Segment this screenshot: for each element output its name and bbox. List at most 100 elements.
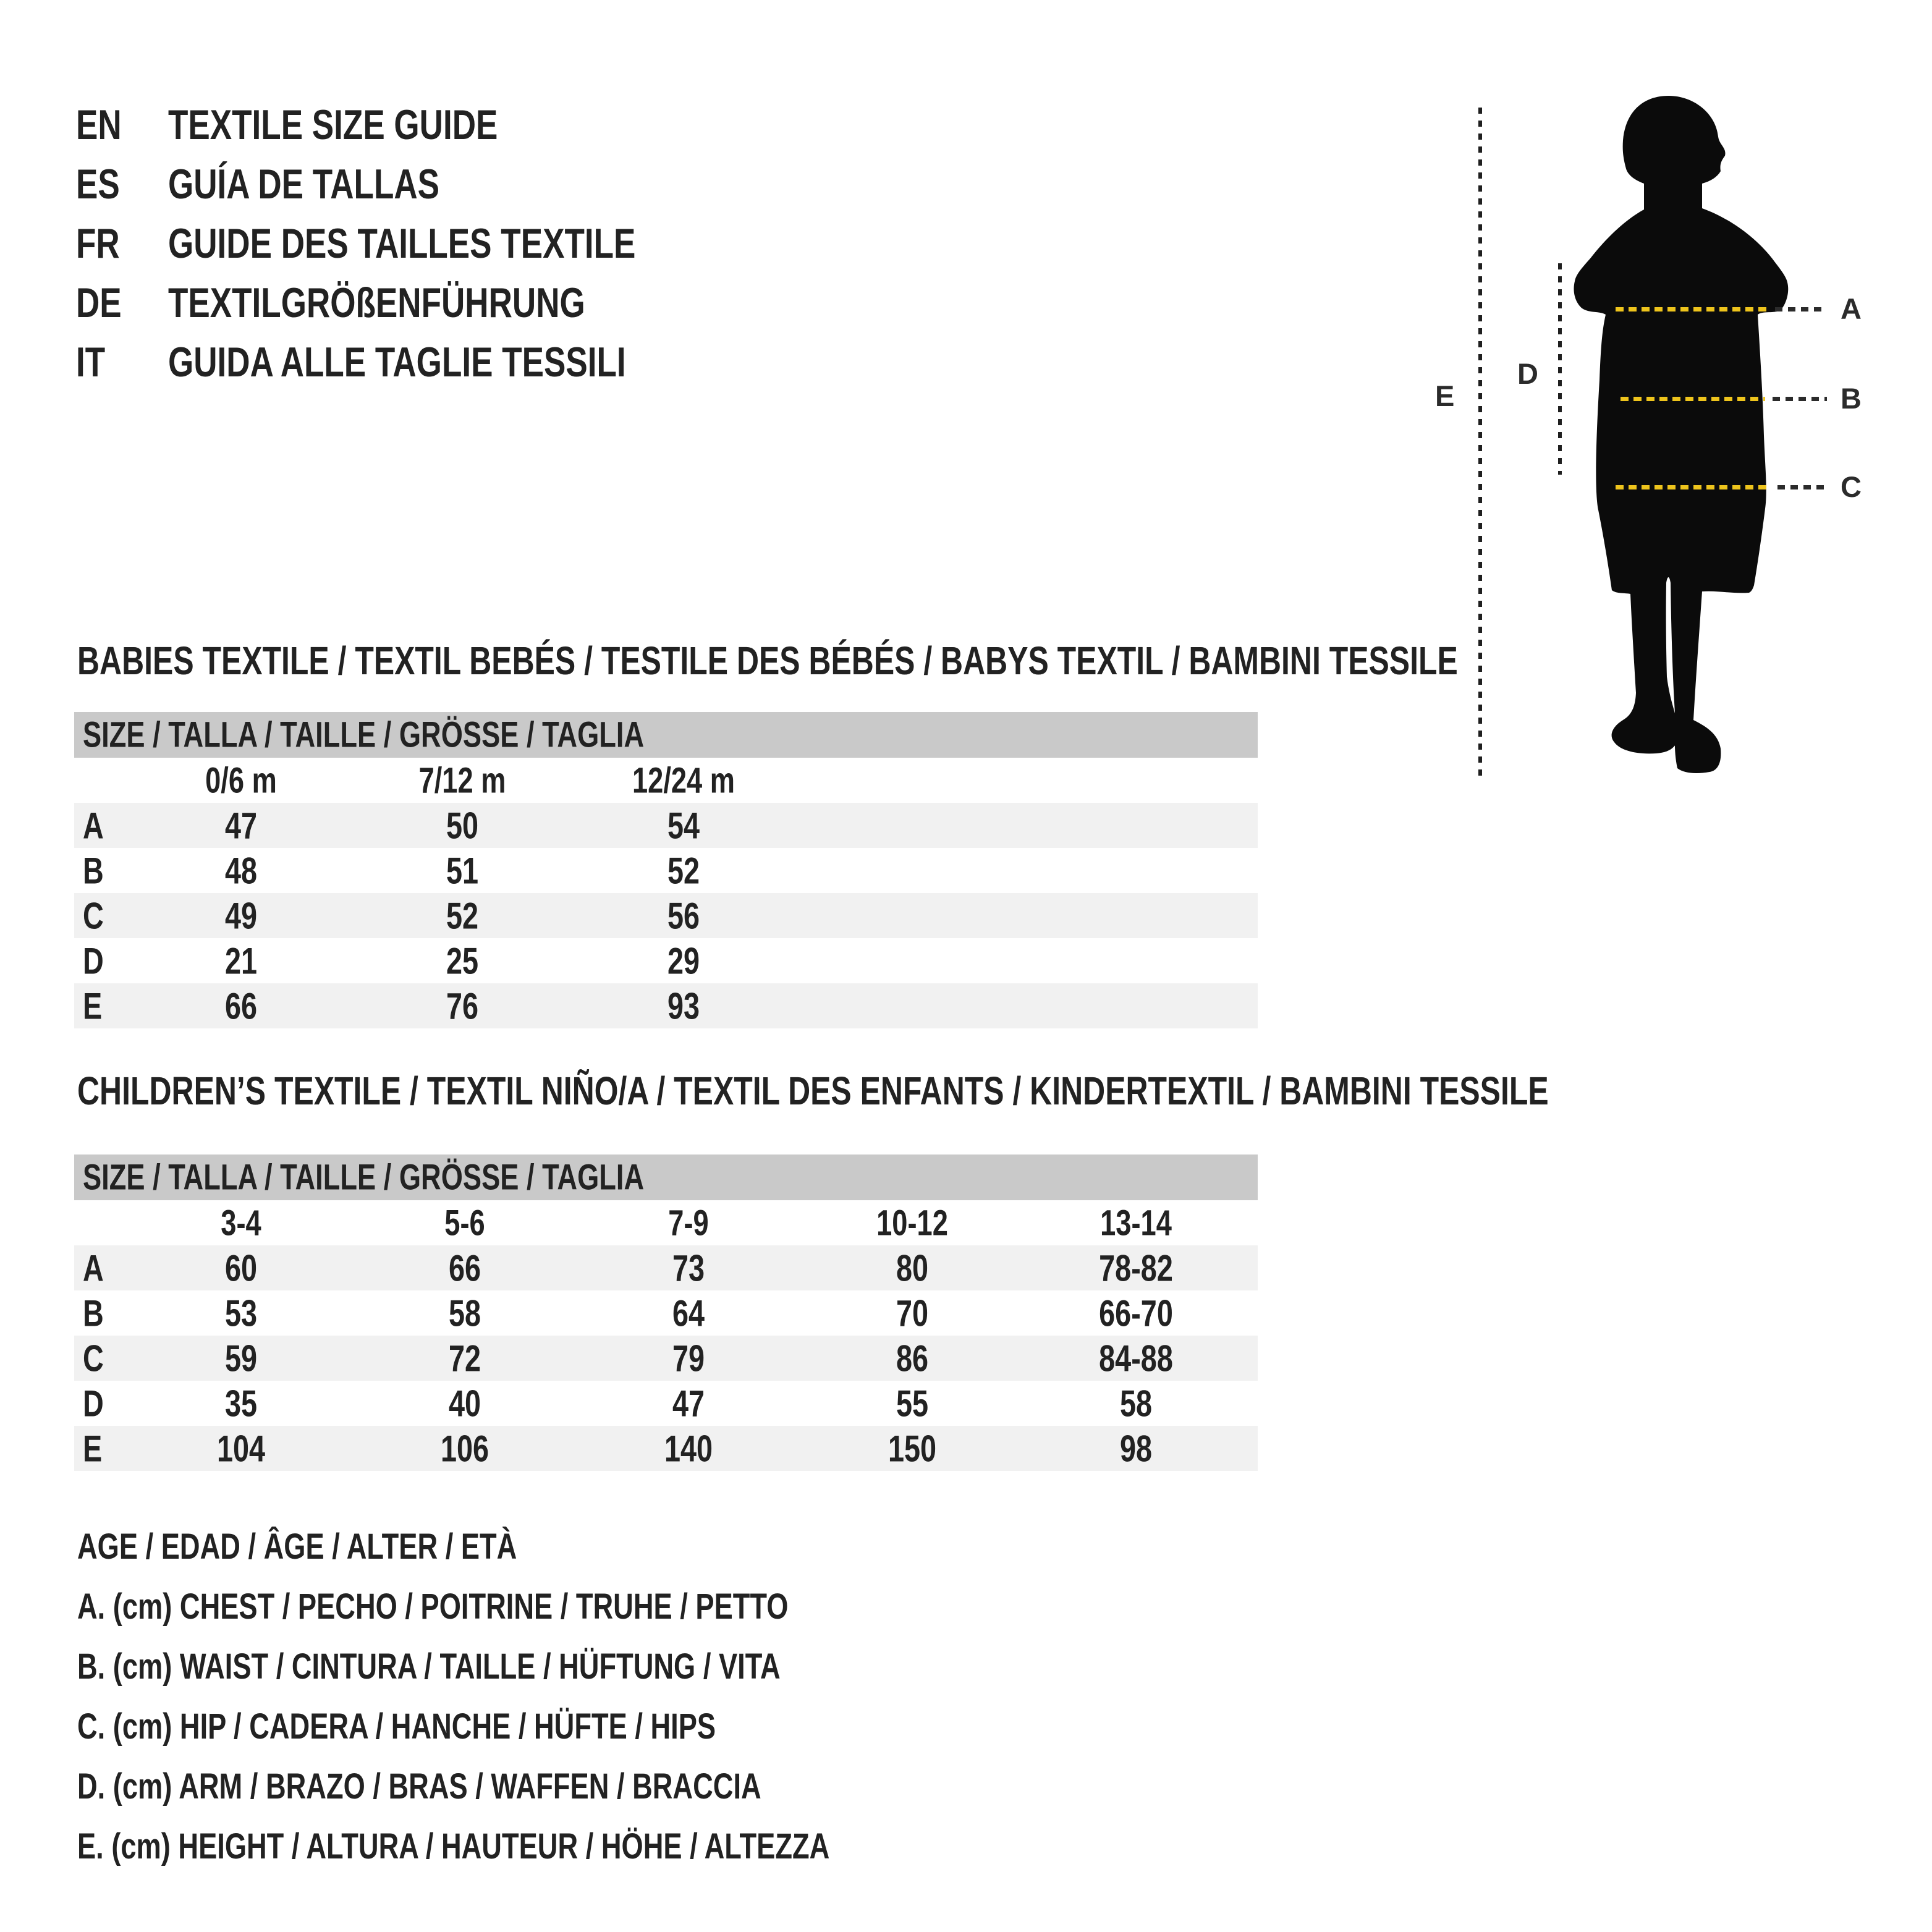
column-header: 7/12 m — [418, 760, 506, 800]
table-cell: 55 — [896, 1383, 929, 1424]
table-row: C 59 72 79 86 84-88 — [74, 1336, 1258, 1381]
lang-code: IT — [76, 339, 106, 386]
table-cell: 49 — [224, 895, 258, 936]
legend-height: E. (cm) HEIGHT / ALTURA / HAUTEUR / HÖHE… — [77, 1826, 830, 1866]
table-cell: 80 — [896, 1247, 929, 1289]
chest-measure-label: A — [1841, 292, 1862, 325]
table-cell: 58 — [448, 1292, 481, 1334]
chest-line-yellow — [1616, 307, 1766, 311]
lang-title: TEXTILGRÖßENFÜHRUNG — [168, 279, 585, 326]
lang-code: DE — [76, 279, 122, 326]
column-header: 7-9 — [668, 1203, 709, 1243]
table-cell: 79 — [672, 1337, 705, 1379]
column-header: 10-12 — [876, 1203, 948, 1243]
legend-hip: C. (cm) HIP / CADERA / HANCHE / HÜFTE / … — [77, 1706, 716, 1747]
size-header-label: SIZE / TALLA / TAILLE / GRÖSSE / TAGLIA — [83, 714, 645, 755]
table-row: C 49 52 56 — [74, 893, 1258, 938]
table-cell: 64 — [672, 1292, 705, 1334]
hip-line-yellow — [1616, 485, 1770, 489]
table-row: B 53 58 64 70 66-70 — [74, 1290, 1258, 1336]
row-label: C — [83, 1337, 104, 1379]
legend-age: AGE / EDAD / ÂGE / ALTER / ETÀ — [77, 1527, 517, 1567]
lang-row-de: DE TEXTILGRÖßENFÜHRUNG — [0, 282, 1483, 324]
table-cell: 73 — [672, 1247, 705, 1289]
table-cell: 51 — [446, 850, 479, 891]
table-cell: 66 — [224, 985, 258, 1027]
table-cell: 35 — [224, 1383, 258, 1424]
lang-row-es: ES GUÍA DE TALLAS — [0, 163, 1483, 205]
table-cell: 60 — [224, 1247, 258, 1289]
table-cell: 76 — [446, 985, 479, 1027]
table-cell: 66-70 — [1099, 1292, 1173, 1334]
hip-measure-label: C — [1841, 470, 1862, 503]
table-cell: 47 — [672, 1383, 705, 1424]
size-header-label: SIZE / TALLA / TAILLE / GRÖSSE / TAGLIA — [83, 1157, 645, 1198]
row-label: B — [83, 850, 104, 891]
table-cell: 54 — [667, 805, 700, 846]
table-cell: 59 — [224, 1337, 258, 1379]
table-cell: 25 — [446, 940, 479, 981]
table-cell: 21 — [224, 940, 258, 981]
children-column-header-row: 3-4 5-6 7-9 10-12 13-14 — [74, 1200, 1258, 1245]
babies-column-header-row: 0/6 m 7/12 m 12/24 m — [74, 758, 1258, 803]
table-row: B 48 51 52 — [74, 848, 1258, 893]
table-cell: 150 — [888, 1428, 937, 1469]
column-header: 3-4 — [221, 1203, 261, 1243]
waist-line-dark — [1773, 397, 1827, 401]
table-row: A 60 66 73 80 78-82 — [74, 1245, 1258, 1290]
table-row: E 66 76 93 — [74, 983, 1258, 1028]
hip-line-dark — [1777, 485, 1827, 489]
waist-line-yellow — [1621, 397, 1765, 401]
table-cell: 48 — [224, 850, 258, 891]
lang-row-it: IT GUIDA ALLE TAGLIE TESSILI — [0, 341, 1483, 383]
height-dotted-line — [1478, 108, 1482, 776]
lang-title: GUIDE DES TAILLES TEXTILE — [168, 220, 636, 267]
table-cell: 52 — [667, 850, 700, 891]
table-cell: 106 — [440, 1428, 489, 1469]
children-section-heading: CHILDREN’S TEXTILE / TEXTIL NIÑO/A / TEX… — [77, 1069, 1549, 1113]
waist-measure-label: B — [1841, 382, 1862, 415]
table-cell: 78-82 — [1099, 1247, 1173, 1289]
lang-title: GUIDA ALLE TAGLIE TESSILI — [168, 339, 626, 386]
row-label: E — [83, 1428, 103, 1469]
chest-line-dark — [1775, 307, 1827, 311]
legend-waist: B. (cm) WAIST / CINTURA / TAILLE / HÜFTU… — [77, 1646, 781, 1687]
children-size-header-bar: SIZE / TALLA / TAILLE / GRÖSSE / TAGLIA — [74, 1155, 1258, 1200]
table-cell: 40 — [448, 1383, 481, 1424]
table-cell: 58 — [1119, 1383, 1153, 1424]
lang-title: GUÍA DE TALLAS — [168, 161, 440, 208]
children-size-table: SIZE / TALLA / TAILLE / GRÖSSE / TAGLIA … — [74, 1155, 1258, 1471]
table-cell: 104 — [216, 1428, 266, 1469]
table-row: D 35 40 47 55 58 — [74, 1381, 1258, 1426]
height-measure-label: E — [1435, 379, 1455, 412]
table-row: A 47 50 54 — [74, 803, 1258, 848]
table-cell: 53 — [224, 1292, 258, 1334]
arm-dotted-line — [1558, 263, 1562, 475]
row-label: B — [83, 1292, 104, 1334]
row-label: A — [83, 1247, 104, 1289]
legend-arm: D. (cm) ARM / BRAZO / BRAS / WAFFEN / BR… — [77, 1766, 761, 1807]
table-cell: 70 — [896, 1292, 929, 1334]
table-cell: 29 — [667, 940, 700, 981]
lang-code: FR — [76, 220, 120, 267]
babies-size-table: SIZE / TALLA / TAILLE / GRÖSSE / TAGLIA … — [74, 712, 1258, 1028]
lang-row-fr: FR GUIDE DES TAILLES TEXTILE — [0, 222, 1483, 265]
row-label: A — [83, 805, 104, 846]
column-header: 12/24 m — [632, 760, 735, 800]
table-cell: 50 — [446, 805, 479, 846]
table-cell: 72 — [448, 1337, 481, 1379]
table-cell: 56 — [667, 895, 700, 936]
table-cell: 140 — [664, 1428, 713, 1469]
babies-section-heading: BABIES TEXTILE / TEXTIL BEBÉS / TESTILE … — [77, 638, 1458, 683]
column-header: 13-14 — [1100, 1203, 1172, 1243]
lang-title: TEXTILE SIZE GUIDE — [168, 101, 498, 148]
lang-code: ES — [76, 161, 120, 208]
column-header: 0/6 m — [205, 760, 277, 800]
table-cell: 52 — [446, 895, 479, 936]
row-label: D — [83, 1383, 104, 1424]
arm-measure-label: D — [1517, 357, 1538, 390]
row-label: D — [83, 940, 104, 981]
babies-size-header-bar: SIZE / TALLA / TAILLE / GRÖSSE / TAGLIA — [74, 712, 1258, 758]
row-label: C — [83, 895, 104, 936]
